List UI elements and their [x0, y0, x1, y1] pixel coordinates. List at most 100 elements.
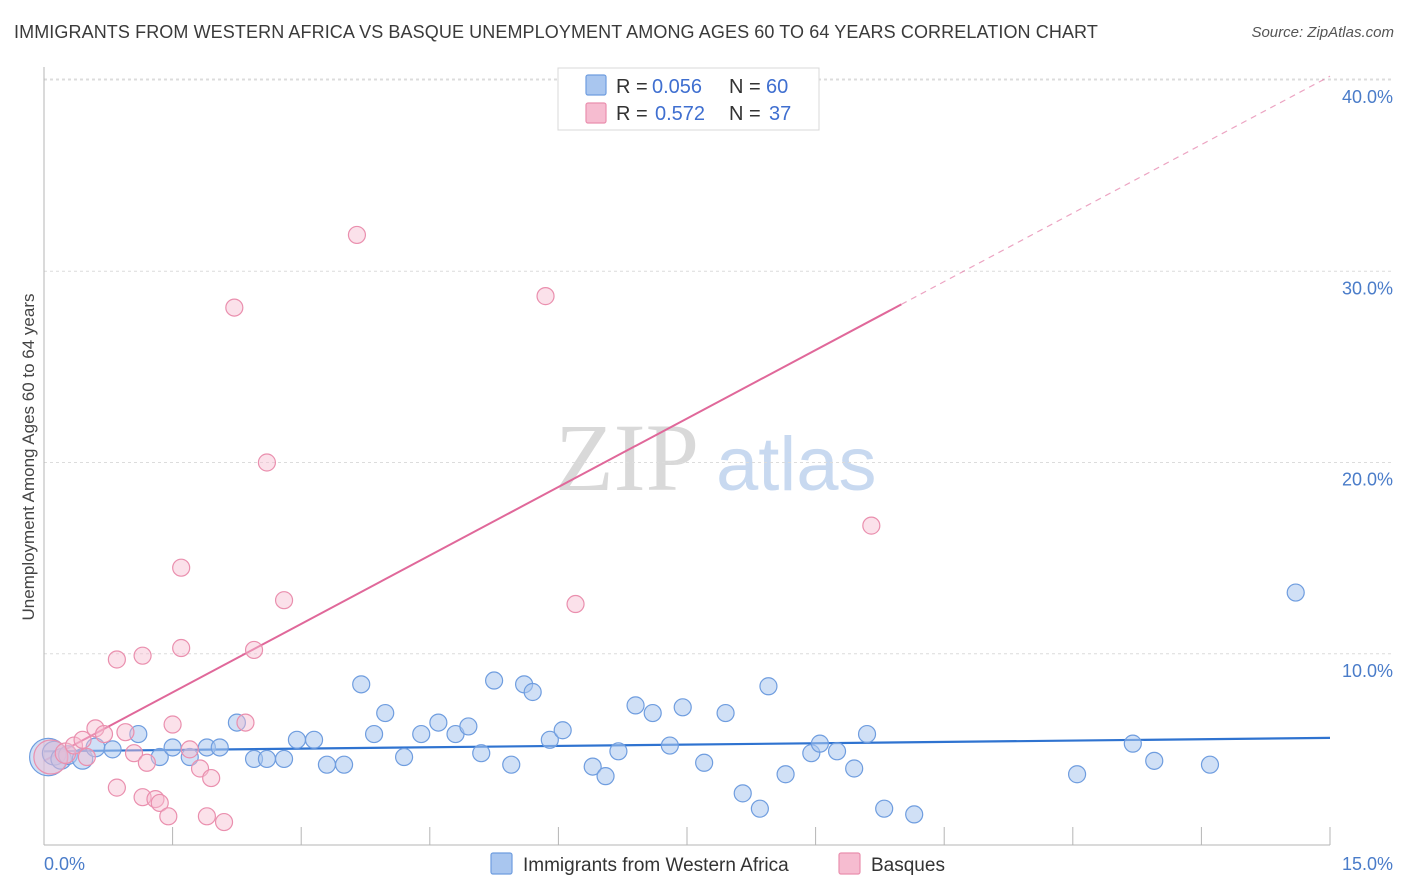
point-pink-13 [137, 753, 156, 772]
point-blue-43 [695, 753, 714, 772]
point-pink-22 [197, 807, 216, 826]
legend-n-value-blue: 60 [766, 76, 788, 98]
point-blue-12 [210, 738, 229, 757]
point-blue-44 [716, 703, 735, 723]
point-pink-6 [94, 724, 114, 744]
point-blue-51 [827, 742, 847, 761]
legend-n-label-pink: N = [729, 103, 761, 125]
x-tick-label-min: 0.0% [44, 854, 85, 874]
point-blue-45 [733, 784, 752, 803]
series-legend-label-blue: Immigrants from Western Africa [523, 855, 789, 876]
point-blue-60 [1286, 583, 1305, 602]
watermark: ZIP atlas [555, 404, 877, 511]
point-blue-33 [523, 682, 542, 702]
point-blue-58 [1145, 751, 1164, 770]
watermark-atlas: atlas [716, 422, 877, 507]
point-pink-20 [180, 740, 199, 759]
point-blue-46 [750, 799, 769, 818]
legend-n-label-blue: N = [729, 76, 761, 98]
point-blue-19 [317, 755, 337, 774]
axes: 10.0% 20.0% 30.0% 40.0% [43, 67, 1393, 846]
point-pink-10 [124, 744, 144, 763]
x-tick-label-max: 15.0% [1342, 854, 1393, 874]
point-blue-42 [673, 698, 692, 717]
point-blue-53 [857, 724, 877, 744]
point-blue-28 [459, 717, 478, 736]
series-legend-swatch-pink [838, 852, 861, 875]
point-blue-18 [304, 730, 324, 749]
point-blue-21 [352, 675, 371, 694]
point-pink-7 [107, 778, 126, 797]
point-blue-35 [553, 721, 572, 740]
point-pink-19 [172, 558, 191, 577]
point-blue-24 [394, 747, 414, 767]
point-pink-26 [236, 713, 255, 732]
point-blue-22 [364, 724, 384, 744]
grid-lines [44, 78, 1392, 655]
point-pink-18 [172, 638, 191, 658]
point-pink-12 [133, 646, 152, 665]
point-pink-8 [107, 650, 126, 669]
y-axis-title: Unemployment Among Ages 60 to 64 years [19, 294, 38, 621]
point-blue-40 [643, 703, 662, 723]
point-blue-59 [1200, 755, 1220, 774]
y-tick-label-20: 20.0% [1342, 470, 1393, 490]
point-blue-39 [626, 696, 645, 715]
point-blue-26 [429, 713, 448, 732]
point-blue-30 [485, 671, 504, 690]
trend-line-blue [43, 736, 1331, 753]
point-blue-36 [583, 757, 602, 776]
point-blue-52 [845, 759, 864, 778]
point-blue-54 [875, 799, 894, 818]
point-pink-33 [862, 516, 881, 535]
legend-r-value-pink: 0.572 [655, 103, 705, 125]
point-pink-24 [214, 812, 234, 832]
point-pink-4 [77, 747, 96, 767]
y-tick-label-40: 40.0% [1342, 87, 1393, 107]
point-blue-38 [609, 742, 628, 761]
point-pink-29 [274, 591, 294, 610]
point-blue-50 [810, 734, 829, 753]
point-pink-30 [347, 225, 367, 245]
y-tick-label-10: 10.0% [1342, 661, 1393, 681]
point-pink-31 [536, 287, 555, 306]
point-blue-6 [103, 740, 122, 759]
series-legend-swatch-blue [490, 852, 513, 875]
point-pink-28 [257, 453, 277, 472]
trend-lines [43, 75, 1331, 762]
source-credit: Source: ZipAtlas.com [1251, 24, 1394, 41]
point-pink-9 [116, 723, 135, 742]
point-blue-10 [180, 747, 199, 767]
point-pink-15 [150, 793, 169, 813]
point-pink-23 [202, 768, 221, 788]
legend-r-label-pink: R = [616, 103, 648, 125]
point-blue-56 [1067, 765, 1087, 784]
point-blue-47 [759, 677, 778, 696]
point-blue-48 [776, 765, 795, 784]
point-pink-0 [33, 739, 69, 775]
point-blue-41 [660, 736, 679, 755]
legend-r-value-blue: 0.056 [652, 76, 702, 98]
series-legend: Immigrants from Western Africa Basques [490, 852, 945, 876]
point-blue-55 [905, 805, 924, 824]
point-blue-31 [502, 755, 521, 774]
point-pink-32 [566, 594, 585, 614]
point-pink-16 [159, 807, 178, 826]
point-blue-16 [274, 749, 294, 769]
legend-swatch-pink [585, 102, 607, 124]
series-legend-label-pink: Basques [871, 855, 945, 876]
point-pink-27 [244, 640, 264, 660]
chart-title: IMMIGRANTS FROM WESTERN AFRICA VS BASQUE… [14, 22, 1098, 42]
point-blue-9 [163, 738, 182, 757]
trend-line-pink [43, 303, 902, 762]
y-tick-label-30: 30.0% [1342, 278, 1393, 298]
point-blue-57 [1123, 734, 1142, 753]
point-blue-15 [257, 749, 277, 769]
legend-r-label-blue: R = [616, 76, 648, 98]
point-blue-17 [287, 730, 307, 749]
correlation-legend: R = 0.056 N = 60 R = 0.572 N = 37 [557, 67, 820, 131]
point-blue-37 [596, 767, 615, 786]
point-blue-23 [376, 703, 395, 723]
point-blue-20 [334, 755, 354, 774]
